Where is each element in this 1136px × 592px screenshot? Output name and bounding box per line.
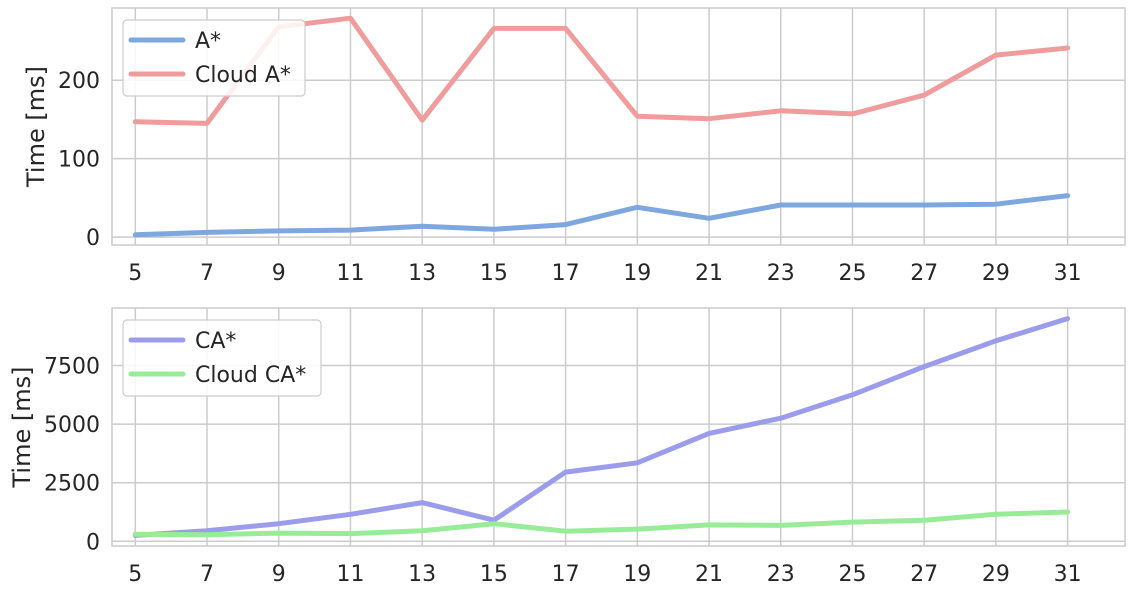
x-tick-label: 31	[1054, 261, 1082, 286]
x-tick-label: 25	[838, 261, 866, 286]
x-tick-label: 5	[128, 261, 142, 286]
x-tick-label: 9	[272, 562, 286, 587]
x-tick-label: 27	[910, 562, 938, 587]
series-line	[132, 509, 1071, 538]
legend-label: Cloud CA*	[195, 363, 306, 388]
chart-bottom: 5 7 9 11 13 15 17 19 21 23 25 27 29 31 0 2500 5000 7500 Ti…	[8, 307, 1126, 587]
x-tick-label: 23	[767, 261, 795, 286]
y-axis-label: Time [ms]	[8, 367, 36, 489]
legend: CA* Cloud CA*	[122, 319, 322, 397]
y-axis-label: Time [ms]	[22, 66, 50, 188]
plot-frame	[111, 7, 1126, 246]
x-tick-label: 25	[838, 562, 866, 587]
x-tick-label: 7	[200, 562, 214, 587]
y-tick-label: 100	[58, 148, 100, 173]
legend-label: Cloud A*	[195, 63, 291, 88]
y-tick-label: 0	[86, 226, 100, 251]
x-tick-label: 15	[480, 562, 508, 587]
x-tick-label: 13	[408, 562, 436, 587]
x-tick-label: 29	[982, 562, 1010, 587]
x-tick-label: 5	[128, 562, 142, 587]
x-tick-label: 17	[552, 261, 580, 286]
x-tick-label: 17	[552, 562, 580, 587]
legend-label: A*	[195, 29, 221, 54]
x-tick-label: 27	[910, 261, 938, 286]
legend-label: CA*	[195, 329, 236, 354]
x-tick-label: 11	[336, 261, 364, 286]
x-tick-label: 21	[695, 562, 723, 587]
legend: A* Cloud A*	[122, 19, 306, 97]
y-tick-label: 2500	[44, 472, 100, 497]
x-tick-label: 13	[408, 261, 436, 286]
x-tick-label: 31	[1054, 562, 1082, 587]
x-tick-label: 21	[695, 261, 723, 286]
y-tick-label: 5000	[44, 413, 100, 438]
y-tick-label: 0	[86, 530, 100, 555]
x-tick-label: 7	[200, 261, 214, 286]
x-tick-label: 23	[767, 562, 795, 587]
series-line	[132, 193, 1071, 238]
x-tick-label: 15	[480, 261, 508, 286]
plot-frame	[111, 307, 1126, 547]
x-tick-label: 19	[623, 562, 651, 587]
y-tick-label: 200	[58, 69, 100, 94]
series-line	[132, 316, 1071, 538]
x-tick-label: 29	[982, 261, 1010, 286]
chart-top: 5 7 9 11 13 15 17 19 21 23 25 27 29 31 0 100 200 Time [ms…	[22, 7, 1126, 286]
y-tick-label: 7500	[44, 354, 100, 379]
x-tick-label: 11	[336, 562, 364, 587]
x-tick-label: 19	[623, 261, 651, 286]
x-tick-label: 9	[272, 261, 286, 286]
